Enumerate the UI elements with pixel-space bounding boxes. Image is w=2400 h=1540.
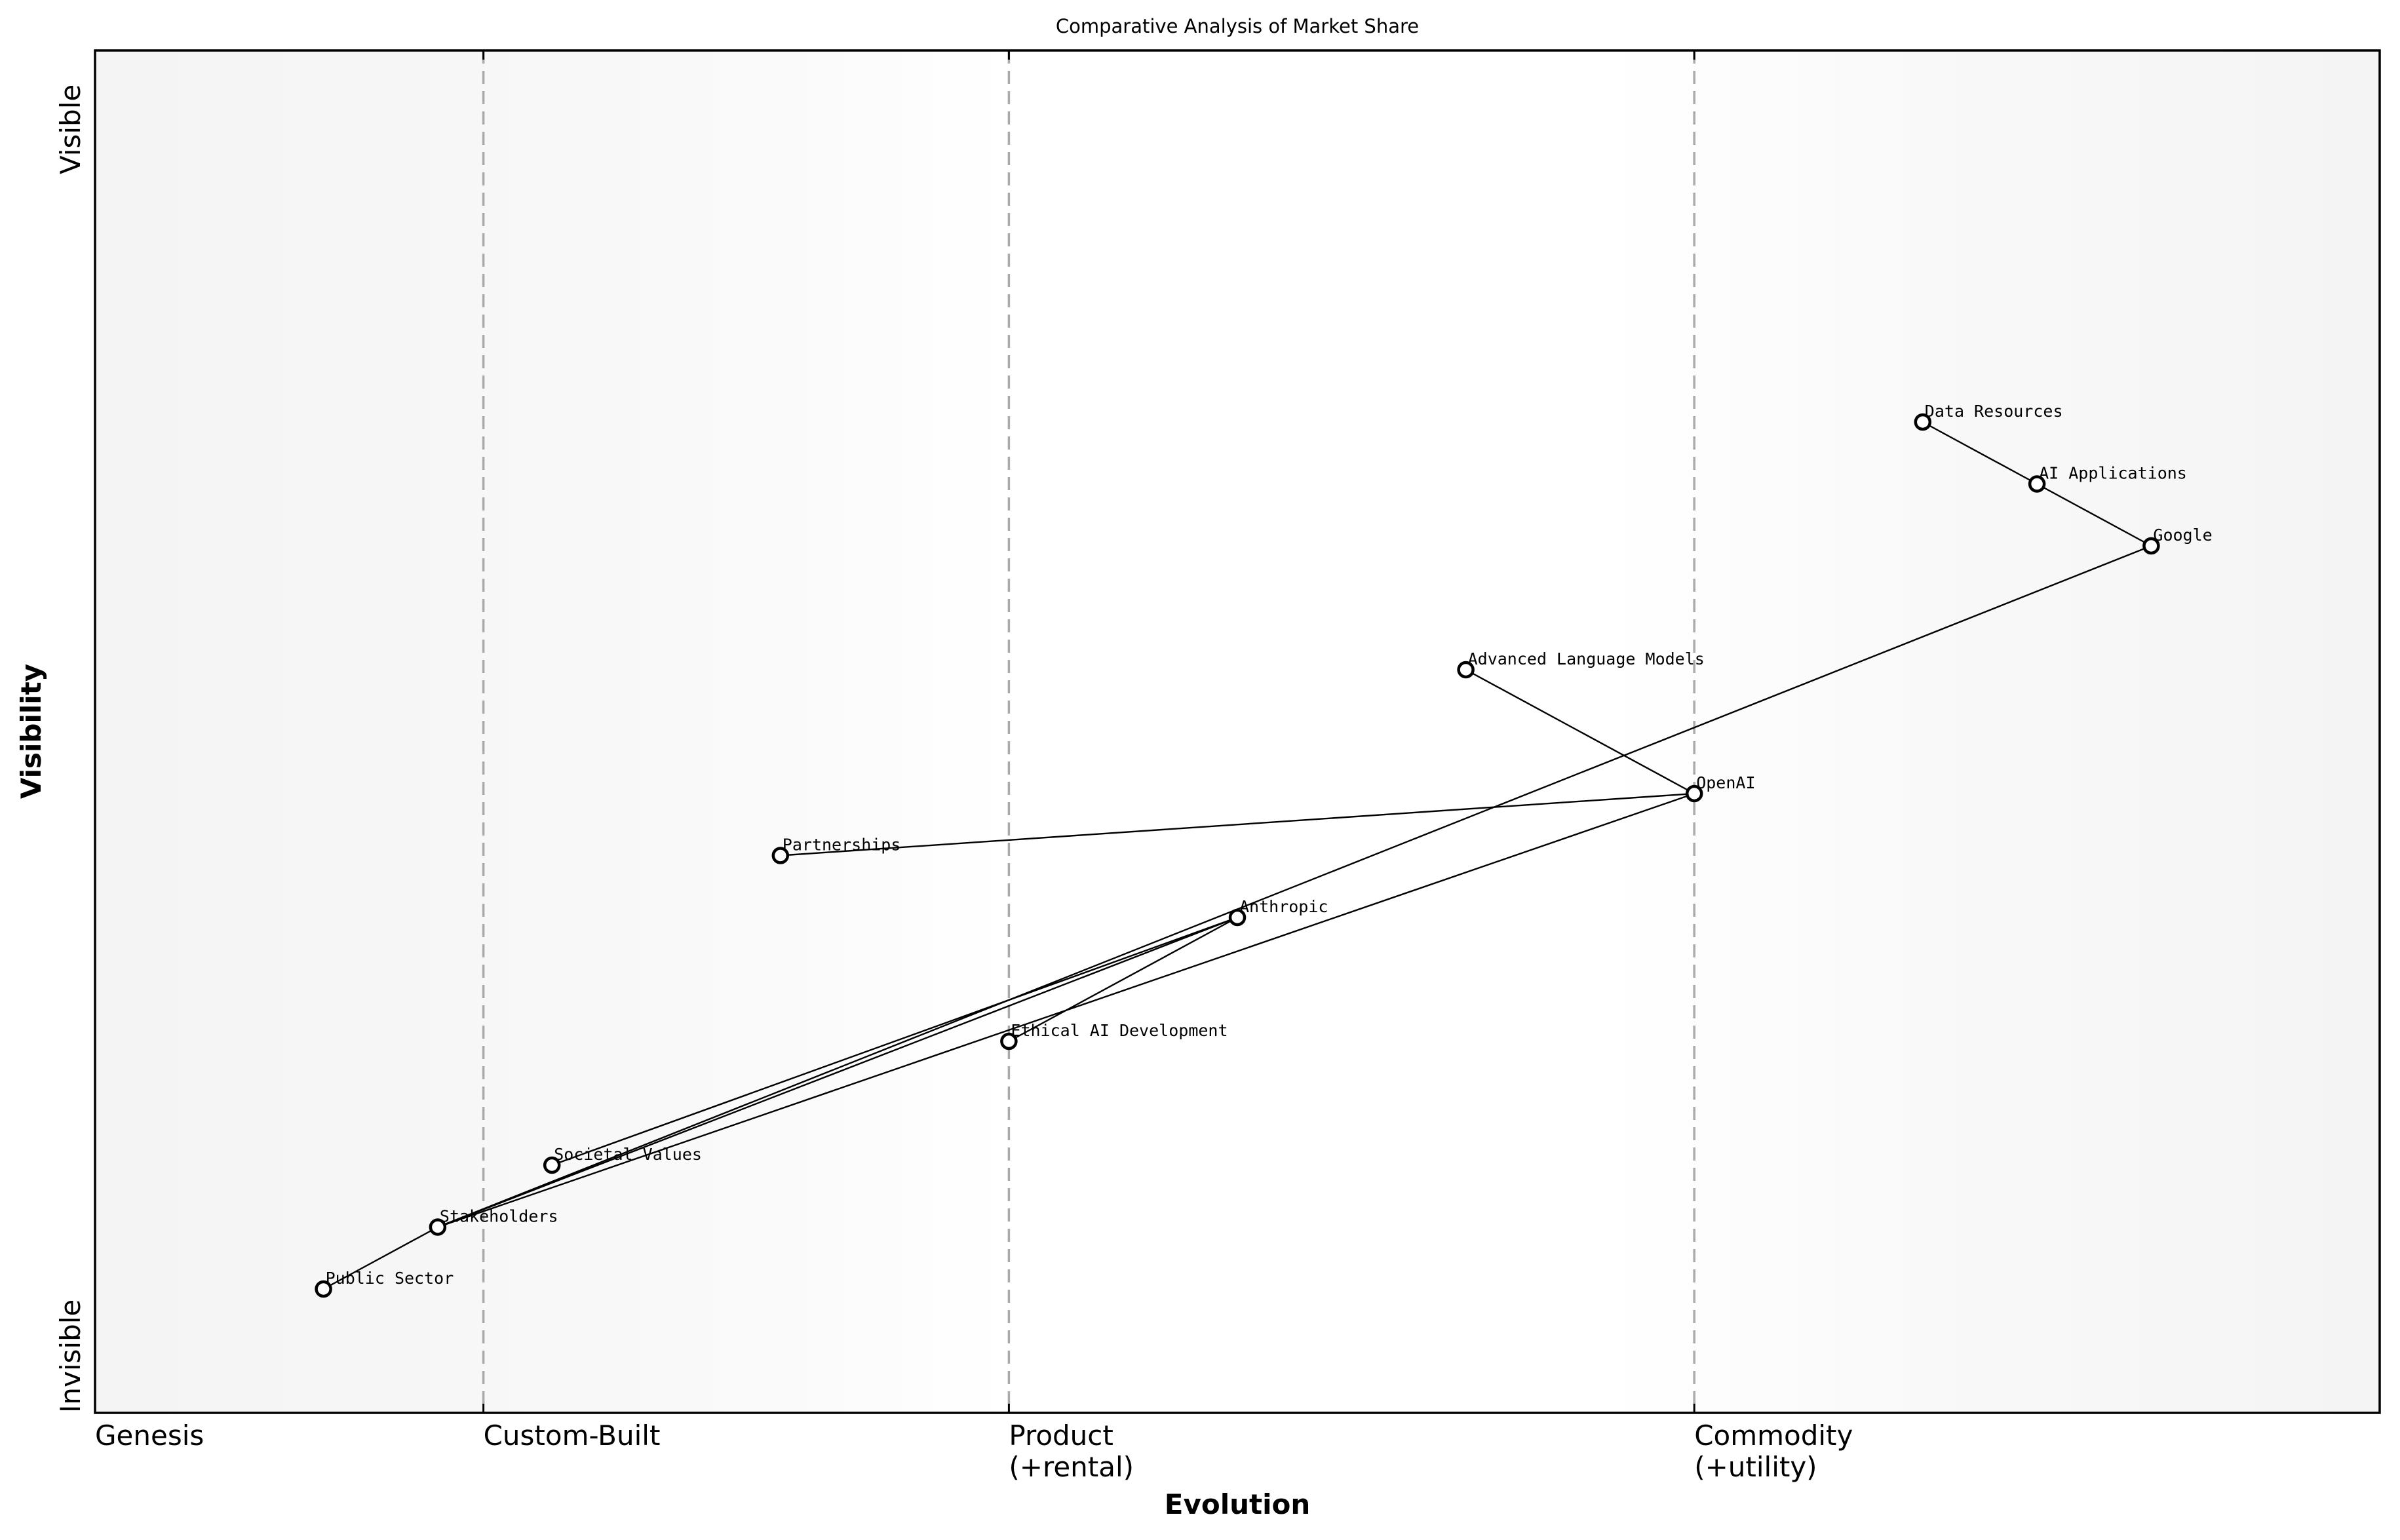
node-label: Ethical AI Development — [1011, 1021, 1228, 1040]
node-marker-icon[interactable] — [1457, 661, 1475, 679]
node-marker-icon[interactable] — [2028, 475, 2046, 493]
node-label: Data Resources — [1925, 402, 2063, 421]
x-tick-label: Custom-Built — [484, 1419, 661, 1452]
node-label: Anthropic — [1239, 897, 1328, 916]
node-ethical_ai[interactable]: Ethical AI Development — [1000, 1021, 1228, 1050]
node-label: Advanced Language Models — [1468, 649, 1705, 668]
edge-ai_apps-google — [2036, 483, 2152, 547]
node-marker-icon[interactable] — [771, 847, 790, 864]
chart-title: Comparative Analysis of Market Share — [1056, 15, 1419, 37]
node-anthropic[interactable]: Anthropic — [1228, 897, 1328, 927]
node-partnerships[interactable]: Partnerships — [771, 836, 901, 864]
node-marker-icon[interactable] — [1000, 1032, 1018, 1050]
node-marker-icon[interactable] — [2142, 537, 2160, 555]
edge-alm-openai — [1465, 668, 1695, 795]
node-societal_values[interactable]: Societal Values — [543, 1145, 702, 1174]
node-marker-icon[interactable] — [315, 1280, 332, 1298]
x-tick-labels: Genesis Custom-Built Product (+rental) Commo… — [95, 1419, 1853, 1483]
node-openai[interactable]: OpenAI — [1685, 773, 1756, 803]
node-public_sector[interactable]: Public Sector — [315, 1269, 454, 1298]
edge-societal_values-anthropic — [551, 916, 1238, 1166]
edges — [323, 421, 2152, 1290]
node-label: Stakeholders — [440, 1207, 558, 1226]
node-marker-icon[interactable] — [543, 1156, 561, 1174]
x-tick-label: Commodity (+utility) — [1694, 1419, 1853, 1483]
node-marker-icon[interactable] — [429, 1218, 447, 1236]
edge-stakeholders-anthropic — [437, 916, 1238, 1228]
node-label: Public Sector — [326, 1269, 454, 1288]
plot-area — [95, 50, 2380, 1413]
y-annotation-visible: Visible — [54, 85, 87, 174]
stage-dividers — [482, 50, 1695, 1413]
node-label: Google — [2153, 526, 2212, 545]
node-marker-icon[interactable] — [1685, 784, 1703, 803]
x-tick-label: Genesis — [95, 1419, 204, 1452]
edge-stakeholders-google — [437, 545, 2152, 1228]
edge-data_resources-ai_apps — [1922, 421, 2038, 485]
edge-public_sector-stakeholders — [323, 1226, 438, 1290]
node-ai_apps[interactable]: AI Applications — [2028, 464, 2187, 493]
plot-frame — [94, 49, 2381, 1414]
node-google[interactable]: Google — [2142, 526, 2213, 555]
y-axis-label: Visibility — [15, 664, 47, 799]
node-data_resources[interactable]: Data Resources — [1914, 402, 2063, 431]
edge-anthropic-ethical_ai — [1008, 916, 1238, 1043]
x-axis-label: Evolution — [1165, 1488, 1310, 1520]
y-annotation-invisible: Invisible — [54, 1299, 87, 1413]
node-marker-icon[interactable] — [1228, 908, 1247, 927]
node-label: Partnerships — [783, 836, 901, 855]
node-marker-icon[interactable] — [1914, 413, 1932, 431]
node-stakeholders[interactable]: Stakeholders — [429, 1207, 558, 1236]
x-tick-label: Product (+rental) — [1009, 1419, 1134, 1483]
x-ticks — [482, 50, 1695, 1413]
node-label: OpenAI — [1696, 773, 1755, 792]
nodes: Public Sector Stakeholders Societal Values… — [315, 402, 2213, 1298]
node-label: AI Applications — [2039, 464, 2187, 483]
node-label: Societal Values — [554, 1145, 702, 1164]
edge-partnerships-openai — [780, 792, 1695, 857]
node-alm[interactable]: Advanced Language Models — [1457, 649, 1705, 679]
